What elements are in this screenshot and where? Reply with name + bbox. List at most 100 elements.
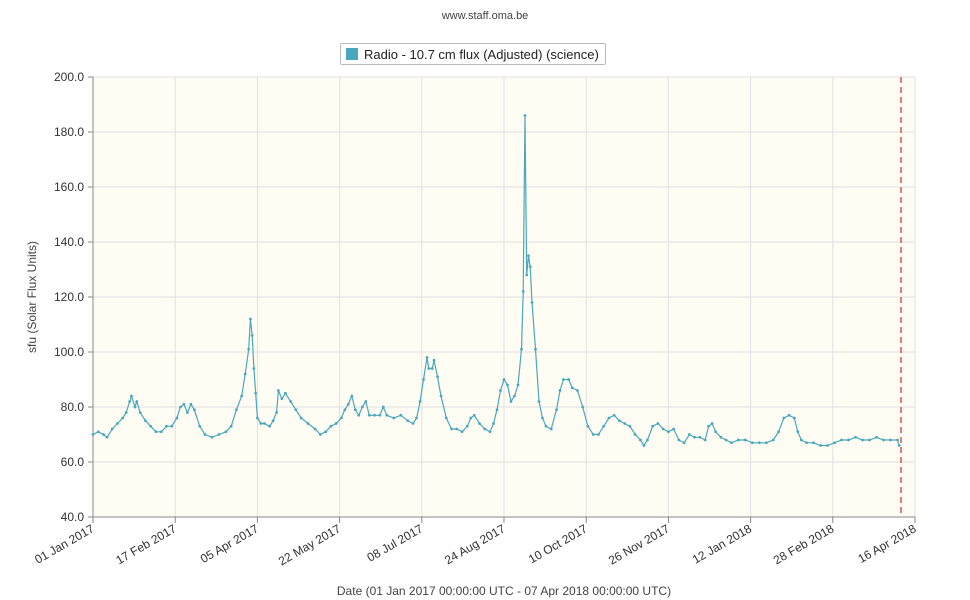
data-point[interactable] [425, 356, 429, 359]
data-point[interactable] [450, 427, 453, 431]
data-point[interactable] [703, 438, 707, 442]
data-point[interactable] [149, 424, 153, 428]
data-point[interactable] [186, 411, 189, 414]
data-point[interactable] [422, 378, 425, 381]
data-point[interactable] [724, 438, 728, 442]
data-point[interactable] [618, 419, 621, 423]
data-point[interactable] [334, 422, 338, 425]
data-point[interactable] [576, 389, 579, 392]
data-point[interactable] [513, 394, 516, 398]
data-point[interactable] [528, 265, 532, 269]
data-point[interactable] [243, 372, 247, 376]
data-point[interactable] [581, 405, 585, 409]
data-point[interactable] [530, 301, 534, 304]
data-point[interactable] [656, 422, 660, 425]
data-point[interactable] [819, 444, 822, 447]
data-point[interactable] [189, 402, 193, 406]
data-point[interactable] [135, 400, 139, 403]
data-point[interactable] [682, 441, 686, 445]
data-point[interactable] [329, 424, 333, 428]
data-point[interactable] [198, 424, 202, 428]
data-point[interactable] [506, 383, 509, 387]
data-point[interactable] [597, 433, 600, 436]
data-point[interactable] [483, 427, 487, 431]
data-point[interactable] [719, 435, 723, 439]
data-point[interactable] [472, 413, 476, 417]
data-point[interactable] [254, 391, 258, 395]
data-point[interactable] [250, 334, 254, 337]
data-point[interactable] [144, 419, 147, 423]
data-point[interactable] [771, 438, 775, 442]
data-point[interactable] [415, 416, 418, 420]
data-point[interactable] [868, 438, 871, 442]
data-point[interactable] [562, 378, 565, 381]
data-point[interactable] [812, 441, 815, 445]
data-point[interactable] [116, 422, 119, 425]
data-point[interactable] [357, 413, 361, 417]
data-point[interactable] [353, 408, 357, 412]
data-point[interactable] [138, 411, 142, 414]
data-point[interactable] [240, 394, 244, 398]
data-point[interactable] [612, 413, 616, 417]
data-point[interactable] [385, 413, 389, 417]
data-point[interactable] [339, 416, 343, 420]
data-point[interactable] [687, 433, 691, 436]
data-point[interactable] [875, 435, 878, 439]
data-point[interactable] [455, 427, 459, 431]
data-point[interactable] [672, 427, 676, 431]
data-point[interactable] [591, 433, 595, 436]
data-point[interactable] [439, 394, 443, 398]
data-point[interactable] [642, 444, 646, 447]
data-point[interactable] [378, 413, 382, 417]
data-point[interactable] [541, 416, 544, 420]
data-point[interactable] [750, 441, 754, 445]
data-point[interactable] [488, 430, 492, 434]
data-point[interactable] [373, 413, 376, 417]
data-point[interactable] [121, 416, 125, 420]
data-point[interactable] [210, 435, 214, 439]
data-point[interactable] [105, 435, 109, 439]
data-point[interactable] [275, 411, 279, 414]
data-point[interactable] [229, 424, 233, 428]
data-point[interactable] [268, 424, 272, 428]
data-point[interactable] [544, 424, 548, 428]
data-point[interactable] [495, 408, 499, 412]
data-point[interactable] [897, 444, 901, 447]
data-point[interactable] [889, 438, 892, 442]
data-point[interactable] [102, 433, 105, 436]
data-point[interactable] [633, 433, 637, 436]
data-point[interactable] [743, 438, 747, 442]
data-point[interactable] [707, 424, 711, 428]
data-point[interactable] [224, 430, 228, 434]
data-point[interactable] [521, 290, 525, 293]
data-point[interactable] [217, 433, 221, 436]
data-point[interactable] [854, 435, 857, 439]
data-point[interactable] [799, 438, 803, 442]
data-point[interactable] [324, 430, 328, 434]
data-point[interactable] [787, 413, 791, 417]
data-point[interactable] [130, 394, 133, 398]
data-point[interactable] [313, 427, 317, 431]
data-point[interactable] [796, 430, 800, 434]
data-point[interactable] [677, 438, 681, 442]
data-point[interactable] [736, 438, 740, 442]
data-point[interactable] [460, 430, 464, 434]
data-point[interactable] [346, 402, 350, 406]
data-point[interactable] [280, 397, 284, 401]
data-point[interactable] [203, 433, 207, 436]
data-point[interactable] [509, 400, 513, 403]
data-point[interactable] [289, 400, 293, 403]
data-point[interactable] [623, 422, 627, 425]
data-point[interactable] [259, 422, 263, 425]
data-point[interactable] [299, 416, 303, 420]
data-point[interactable] [235, 408, 238, 412]
data-point[interactable] [534, 347, 537, 351]
data-point[interactable] [256, 416, 259, 420]
data-point[interactable] [271, 419, 275, 423]
data-point[interactable] [381, 405, 385, 409]
data-point[interactable] [247, 347, 251, 351]
data-point[interactable] [646, 438, 649, 442]
data-point[interactable] [558, 389, 562, 392]
data-point[interactable] [805, 441, 808, 445]
